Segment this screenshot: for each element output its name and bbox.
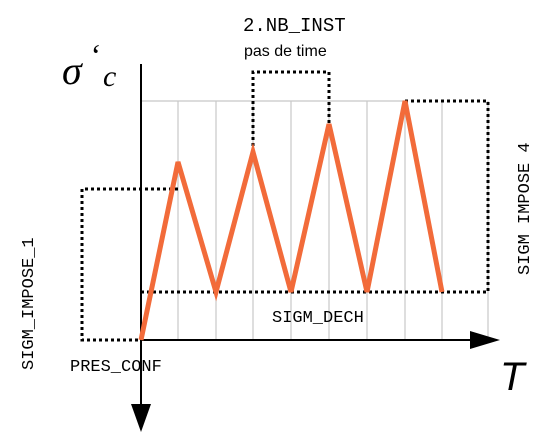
nb-inst-label: 2.NB_INST bbox=[243, 15, 346, 37]
sigm-impose-1-label: SIGM_IMPOSE_1 bbox=[20, 237, 39, 370]
sigm-impose-4-label: SIGM IMPOSE 4 bbox=[516, 142, 535, 275]
nb-inst-bracket bbox=[251, 70, 331, 152]
prime-mark: ‘ bbox=[89, 37, 100, 73]
axes bbox=[140, 64, 476, 408]
dotted-levels bbox=[80, 70, 490, 342]
x-axis-arrow-icon bbox=[470, 331, 500, 349]
pres-conf-label: PRES_CONF bbox=[70, 358, 162, 377]
time-step-grid bbox=[140, 100, 489, 340]
sigma-symbol: σ bbox=[62, 48, 83, 93]
sigm-impose-1-bracket bbox=[80, 187, 178, 342]
loading-signal bbox=[138, 100, 445, 341]
pas-de-time-label: pas de time bbox=[244, 43, 327, 60]
time-axis-label: T bbox=[500, 355, 527, 399]
sigm-dech-label: SIGM_DECH bbox=[272, 309, 364, 328]
down-arrow-icon bbox=[131, 404, 151, 432]
sigma-subscript: c bbox=[103, 60, 116, 93]
sigm-impose-4-bracket bbox=[405, 99, 490, 292]
